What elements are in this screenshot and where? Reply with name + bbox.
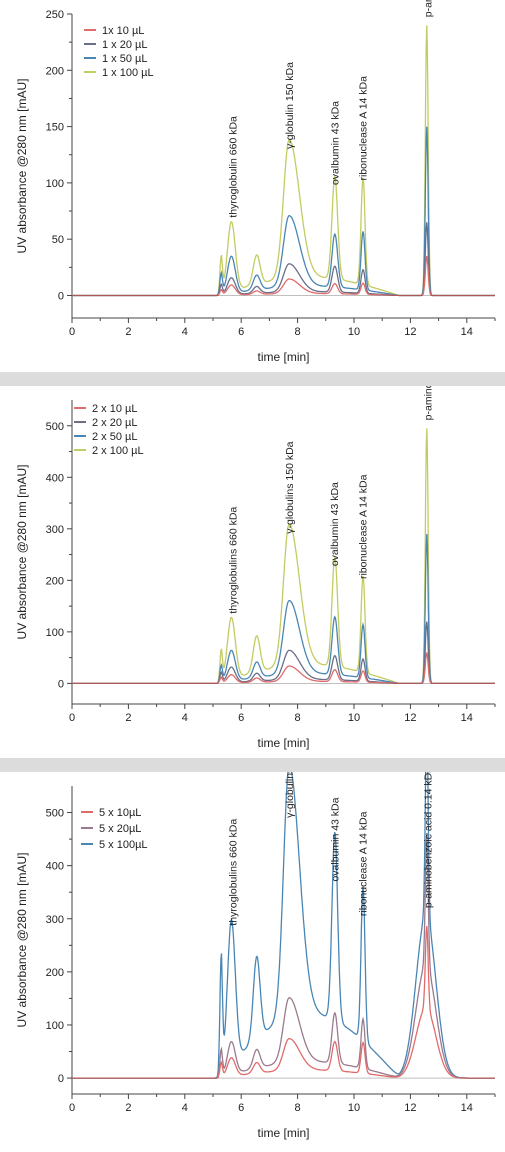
series-line	[72, 652, 495, 685]
chart-svg-1: 0 2 4 6 8 10 12 14 0 50 100 150 200 250 time [min] UV a…	[15, 0, 496, 364]
legend-label: 5 x 10µL	[99, 807, 141, 819]
y-tick-label: 100	[46, 178, 64, 190]
y-tick-label: 0	[58, 1073, 64, 1085]
panel-divider	[0, 372, 505, 386]
y-tick-label: 0	[58, 678, 64, 690]
x-tick-label: 12	[404, 1102, 416, 1114]
series-line	[72, 126, 495, 297]
y-axis-title: UV absorbance @280 nm [mAU]	[15, 79, 29, 254]
x-tick-label: 0	[69, 1102, 75, 1114]
x-tick-label: 4	[182, 1102, 188, 1114]
peak-annotation: thyroglobulins 660 kDa	[228, 507, 240, 614]
y-tick-label: 250	[46, 9, 64, 21]
peak-annotation: γ-globulin 150 kDa	[284, 62, 296, 149]
y-tick-label: 200	[46, 65, 64, 77]
peak-annotation: γ-globulins 150 kDa	[284, 441, 296, 533]
peak-annotation: thyroglobulin 660 kDa	[228, 116, 240, 218]
peak-annotation: thyroglobulins 660 kDa	[228, 819, 240, 926]
x-tick-label: 8	[295, 712, 301, 724]
x-tick-label: 8	[295, 326, 301, 338]
chart-panel-3: 0 2 4 6 8 10 12 14 0 100 200 300 400 500 time [min] UV …	[0, 724, 505, 1140]
legend-label: 1 x 100 µL	[102, 67, 154, 79]
x-tick-label: 6	[238, 712, 244, 724]
y-tick-label: 150	[46, 122, 64, 134]
chart-panel-1: 0 2 4 6 8 10 12 14 0 50 100 150 200 250 time [min] UV a…	[0, 0, 505, 364]
x-tick-label: 8	[295, 1102, 301, 1114]
x-tick-label: 2	[125, 326, 131, 338]
peak-annotation: ribonuclease A 14 kDa	[357, 811, 369, 916]
chart-panel-2: 0 2 4 6 8 10 12 14 0 100 200 300 400 500 time [min] UV …	[0, 279, 505, 750]
peak-annotation: ovalbumin 43 kDa	[329, 797, 341, 881]
x-axis-title: time [min]	[257, 350, 309, 364]
y-tick-label: 100	[46, 1020, 64, 1032]
x-tick-label: 6	[238, 326, 244, 338]
x-tick-label: 2	[125, 712, 131, 724]
x-axis-title: time [min]	[257, 1126, 309, 1140]
x-tick-label: 10	[348, 1102, 360, 1114]
x-tick-label: 0	[69, 326, 75, 338]
y-tick-label: 0	[58, 290, 64, 302]
legend-label: 2 x 20 µL	[92, 417, 137, 429]
legend-label: 2 x 10 µL	[92, 403, 137, 415]
y-tick-label: 100	[46, 627, 64, 639]
x-tick-label: 12	[404, 326, 416, 338]
panel-divider	[0, 758, 505, 772]
x-tick-label: 14	[461, 712, 473, 724]
legend-label: 1 x 20 µL	[102, 39, 147, 51]
y-tick-label: 300	[46, 914, 64, 926]
x-tick-label: 10	[348, 712, 360, 724]
legend-label: 2 x 100 µL	[92, 445, 144, 457]
y-tick-label: 200	[46, 575, 64, 587]
y-axis-title: UV absorbance @280 nm [mAU]	[15, 465, 29, 640]
x-tick-label: 10	[348, 326, 360, 338]
legend-label: 5 x 20µL	[99, 823, 141, 835]
peak-annotation: ribonuclease A 14 kDa	[357, 76, 369, 181]
peak-annotation: ovalbumin 43 kDa	[329, 482, 341, 566]
peak-annotation: p-aminobenzoic acid 0.14 kDa	[422, 772, 434, 908]
x-tick-label: 4	[182, 712, 188, 724]
x-tick-label: 2	[125, 1102, 131, 1114]
y-tick-label: 400	[46, 472, 64, 484]
x-tick-label: 0	[69, 712, 75, 724]
y-tick-label: 500	[46, 808, 64, 820]
x-tick-label: 6	[238, 1102, 244, 1114]
legend-label: 1 x 50 µL	[102, 53, 147, 65]
y-tick-label: 500	[46, 421, 64, 433]
legend-label: 2 x 50 µL	[92, 431, 137, 443]
x-tick-label: 14	[461, 326, 473, 338]
x-tick-label: 4	[182, 326, 188, 338]
series-line	[72, 926, 495, 1079]
peak-annotation: ribonuclease A 14 kDa	[357, 474, 369, 579]
x-tick-label: 12	[404, 712, 416, 724]
peak-annotation: p-aminobenzoic acid 0.14 kDa	[422, 0, 434, 17]
y-tick-label: 200	[46, 967, 64, 979]
y-tick-label: 50	[52, 234, 64, 246]
peak-annotation: γ-globulins 150 kDa	[284, 772, 296, 818]
y-tick-label: 300	[46, 524, 64, 536]
chart-svg-3: 0 2 4 6 8 10 12 14 0 100 200 300 400 500 time [min] UV …	[15, 724, 496, 1140]
y-axis-title: UV absorbance @280 nm [mAU]	[15, 853, 29, 1028]
x-axis-title: time [min]	[257, 736, 309, 750]
legend-label: 1x 10 µL	[102, 25, 144, 37]
peak-annotation: ovalbumin 43 kDa	[329, 101, 341, 185]
legend-label: 5 x 100µL	[99, 839, 148, 851]
x-tick-label: 14	[461, 1102, 473, 1114]
peak-annotation: p-aminobenzoic acid 0.14 kDa	[422, 386, 434, 420]
y-tick-label: 400	[46, 861, 64, 873]
